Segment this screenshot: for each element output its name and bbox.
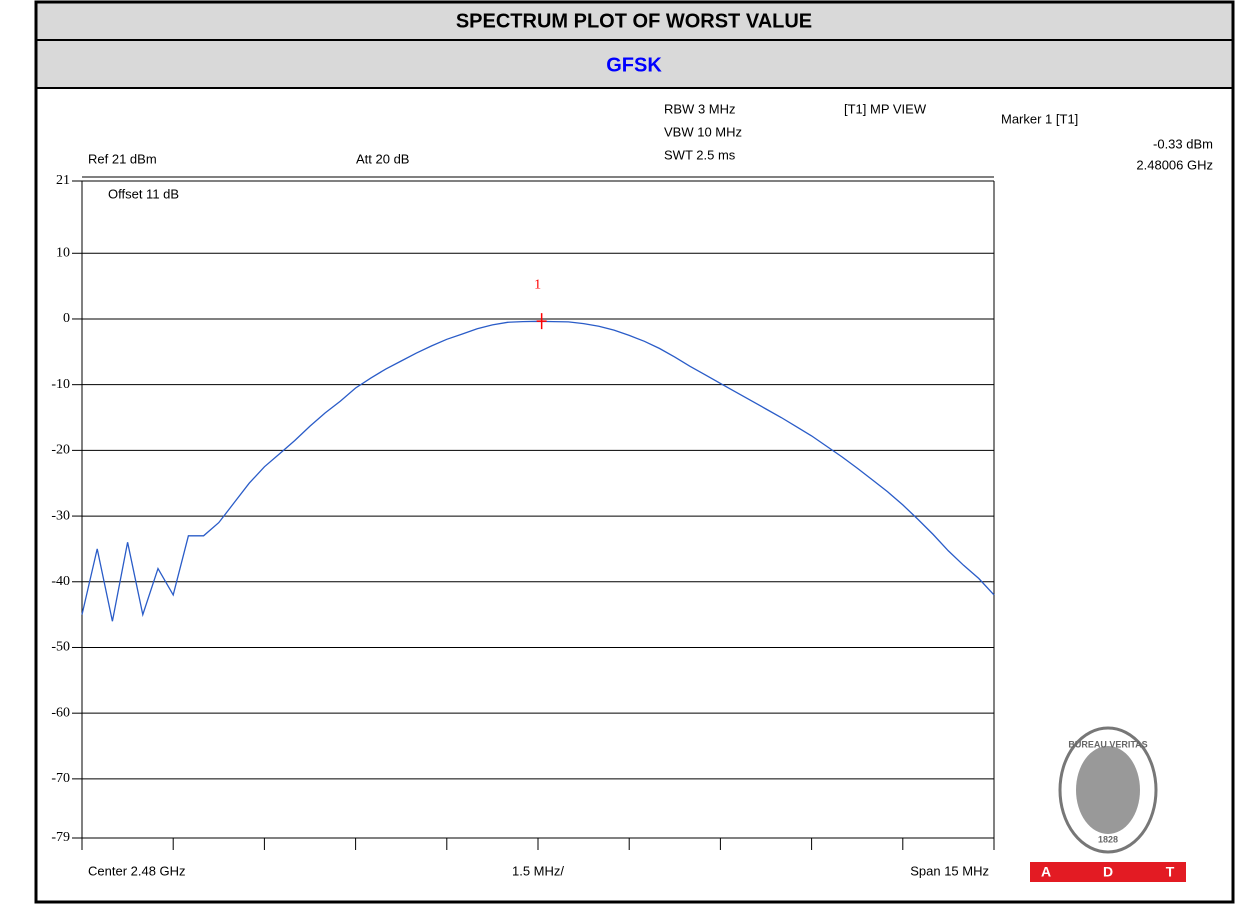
y-tick-label: -50 [51,640,70,655]
marker-freq: 2.48006 GHz [1136,157,1213,172]
y-tick-label: 0 [63,311,70,326]
logo-text: BUREAU VERITAS [1068,739,1147,749]
y-tick-label: -40 [51,574,70,589]
vbw: VBW 10 MHz [664,124,742,139]
y-tick-label: -20 [51,443,70,458]
marker-name: Marker 1 [T1] [1001,111,1078,126]
ref-level: Ref 21 dBm [88,151,157,166]
logo-year: 1828 [1098,834,1118,844]
subtitle: GFSK [606,54,662,76]
title: SPECTRUM PLOT OF WORST VALUE [456,10,812,32]
attenuation: Att 20 dB [356,151,409,166]
logo-letter: D [1103,864,1113,880]
view: [T1] MP VIEW [844,101,927,116]
marker-level: -0.33 dBm [1153,136,1213,151]
y-tick-label: -10 [51,377,70,392]
y-tick-label: -79 [51,830,70,845]
logo-bar [1030,862,1186,882]
y-tick-label: -60 [51,705,70,720]
logo-letter: A [1041,864,1051,880]
logo-center [1076,746,1140,834]
y-tick-label: 10 [56,245,70,260]
per-div: 1.5 MHz/ [512,863,564,878]
offset: Offset 11 dB [108,186,179,201]
logo: BUREAU VERITAS 1828 A D T [1030,726,1186,882]
swt: SWT 2.5 ms [664,147,736,162]
title-row [36,2,1233,40]
logo-letter: T [1166,864,1175,880]
marker-label: 1 [534,277,541,292]
subtitle-row [36,40,1233,88]
y-tick-label: 21 [56,173,70,188]
y-tick-label: -30 [51,508,70,523]
rbw: RBW 3 MHz [664,101,736,116]
table-border [34,0,1235,904]
center-freq: Center 2.48 GHz [88,863,186,878]
span: Span 15 MHz [910,863,989,878]
y-tick-label: -70 [51,771,70,786]
trace [81,320,995,622]
